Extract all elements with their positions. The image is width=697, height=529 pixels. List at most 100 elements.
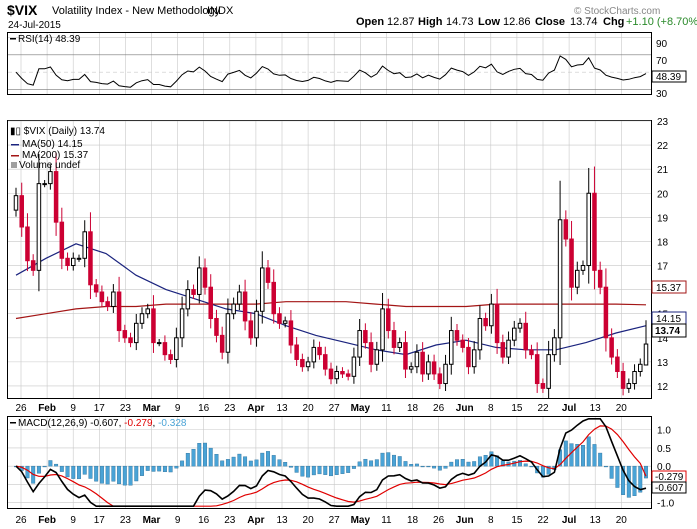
histogram-bar bbox=[260, 452, 265, 467]
histogram-bar bbox=[162, 465, 167, 473]
candle-body bbox=[368, 342, 374, 365]
signal-tag: -0.279 bbox=[655, 472, 684, 483]
histogram-bar bbox=[460, 459, 465, 467]
histogram-bar bbox=[609, 465, 614, 479]
rsi-axis: 90 70 50 30 bbox=[656, 39, 668, 100]
candle-body bbox=[391, 330, 397, 348]
histogram-bar bbox=[363, 458, 368, 467]
candle-body bbox=[546, 354, 551, 389]
candle-body bbox=[294, 344, 299, 360]
candle-body bbox=[260, 267, 265, 312]
date-tick: Jun bbox=[456, 403, 474, 414]
histogram-bar bbox=[65, 465, 70, 478]
close-label: Close bbox=[535, 16, 565, 28]
candle-body bbox=[168, 354, 173, 360]
macd-axis: 1.00.50.0-0.5-1.0 bbox=[657, 426, 675, 510]
histogram-bar bbox=[449, 461, 454, 467]
ma50-line bbox=[15, 243, 647, 356]
candle-body bbox=[506, 339, 511, 358]
rsi-tick: 70 bbox=[656, 56, 668, 67]
candle-body bbox=[620, 371, 626, 389]
candle-body bbox=[122, 330, 128, 339]
low-label: Low bbox=[478, 16, 500, 28]
candle-body bbox=[82, 231, 87, 259]
histogram-bar bbox=[243, 456, 248, 467]
candle-body bbox=[42, 183, 47, 186]
histogram-bar bbox=[306, 465, 311, 478]
date-tick: May bbox=[351, 515, 371, 526]
candle-body bbox=[248, 320, 254, 339]
histogram-bar bbox=[48, 460, 53, 467]
candle-body bbox=[363, 330, 368, 344]
histogram-bar bbox=[523, 463, 528, 467]
close-value: 13.74 bbox=[570, 16, 598, 28]
rsi-tick: 90 bbox=[656, 39, 668, 50]
histogram-bar bbox=[174, 465, 179, 469]
histogram-bar bbox=[455, 459, 459, 467]
candle-body bbox=[374, 349, 380, 365]
candle-body bbox=[71, 257, 76, 267]
open-value: 12.87 bbox=[387, 16, 415, 28]
candle-body bbox=[214, 318, 219, 336]
security-name: Volatility Index - New Methodology bbox=[52, 5, 221, 17]
chart-date: 24-Jul-2015 bbox=[8, 20, 61, 31]
candle-body bbox=[328, 368, 334, 380]
candle-body bbox=[426, 361, 431, 375]
rsi-tick: 30 bbox=[656, 89, 668, 100]
macd-tag: -0.607 bbox=[655, 483, 684, 494]
histogram-bar bbox=[203, 442, 207, 467]
date-axis-bottom: 26 Feb 9 17 23 Mar 9 16 23 Apr 13 20 27 May 11 18 26 Jun 8… bbox=[15, 515, 627, 526]
histogram-bar bbox=[54, 463, 59, 467]
candle-body bbox=[277, 313, 282, 324]
price-tick: 13 bbox=[657, 358, 669, 369]
candle-body bbox=[151, 308, 156, 344]
histogram-bar bbox=[128, 465, 133, 486]
histogram-bar bbox=[386, 452, 391, 467]
candle-body bbox=[305, 361, 311, 368]
candle-body bbox=[534, 354, 540, 385]
legend-ma200-text: MA(200) 15.37 bbox=[22, 150, 89, 161]
candle-body bbox=[580, 265, 586, 271]
histogram-bar bbox=[472, 461, 477, 467]
low-value: 12.86 bbox=[503, 16, 531, 28]
candle-body bbox=[271, 281, 276, 315]
chart-header: $VIX Volatility Index - New Methodology … bbox=[7, 2, 697, 31]
candle-body bbox=[489, 303, 494, 327]
histogram-bar bbox=[414, 463, 419, 467]
exchange: INDX bbox=[207, 5, 234, 17]
candle-body bbox=[523, 322, 528, 351]
chg-value: +1.10 (+8.70%) bbox=[626, 16, 697, 28]
candle-body bbox=[626, 383, 632, 389]
legend-price-swatch: ▮▯ bbox=[10, 126, 24, 137]
candle-body bbox=[351, 356, 357, 377]
date-tick: May bbox=[351, 403, 371, 414]
histogram-bar bbox=[254, 459, 259, 467]
price-tick: 20 bbox=[657, 189, 669, 200]
candle-body bbox=[638, 363, 643, 373]
date-tick: 22 bbox=[537, 403, 549, 414]
date-tick: 18 bbox=[407, 403, 419, 414]
histogram-bar bbox=[466, 461, 471, 467]
ma200-tag: 15.37 bbox=[656, 283, 681, 294]
candle-body bbox=[25, 226, 30, 262]
histogram-bar bbox=[432, 465, 437, 469]
histogram-bar bbox=[266, 451, 270, 467]
candle-body bbox=[609, 337, 614, 358]
candle-body bbox=[512, 327, 517, 341]
macd-legend-macd: -0.607 bbox=[90, 418, 119, 429]
histogram-bar bbox=[374, 459, 379, 467]
candle-body bbox=[53, 171, 59, 223]
candle-body bbox=[569, 238, 574, 288]
legend-ma50-text: MA(50) 14.15 bbox=[22, 139, 83, 150]
candlesticks bbox=[13, 152, 649, 399]
candle-body bbox=[156, 342, 162, 345]
candle-body bbox=[643, 343, 649, 366]
histogram-bar bbox=[220, 460, 225, 467]
date-tick: 17 bbox=[94, 403, 106, 414]
histogram-bar bbox=[569, 443, 574, 467]
histogram-bar bbox=[340, 465, 345, 474]
date-tick: 8 bbox=[488, 515, 494, 526]
date-tick: Jul bbox=[562, 403, 577, 414]
histogram-bar bbox=[134, 465, 139, 482]
chg-label: Chg bbox=[603, 16, 624, 28]
